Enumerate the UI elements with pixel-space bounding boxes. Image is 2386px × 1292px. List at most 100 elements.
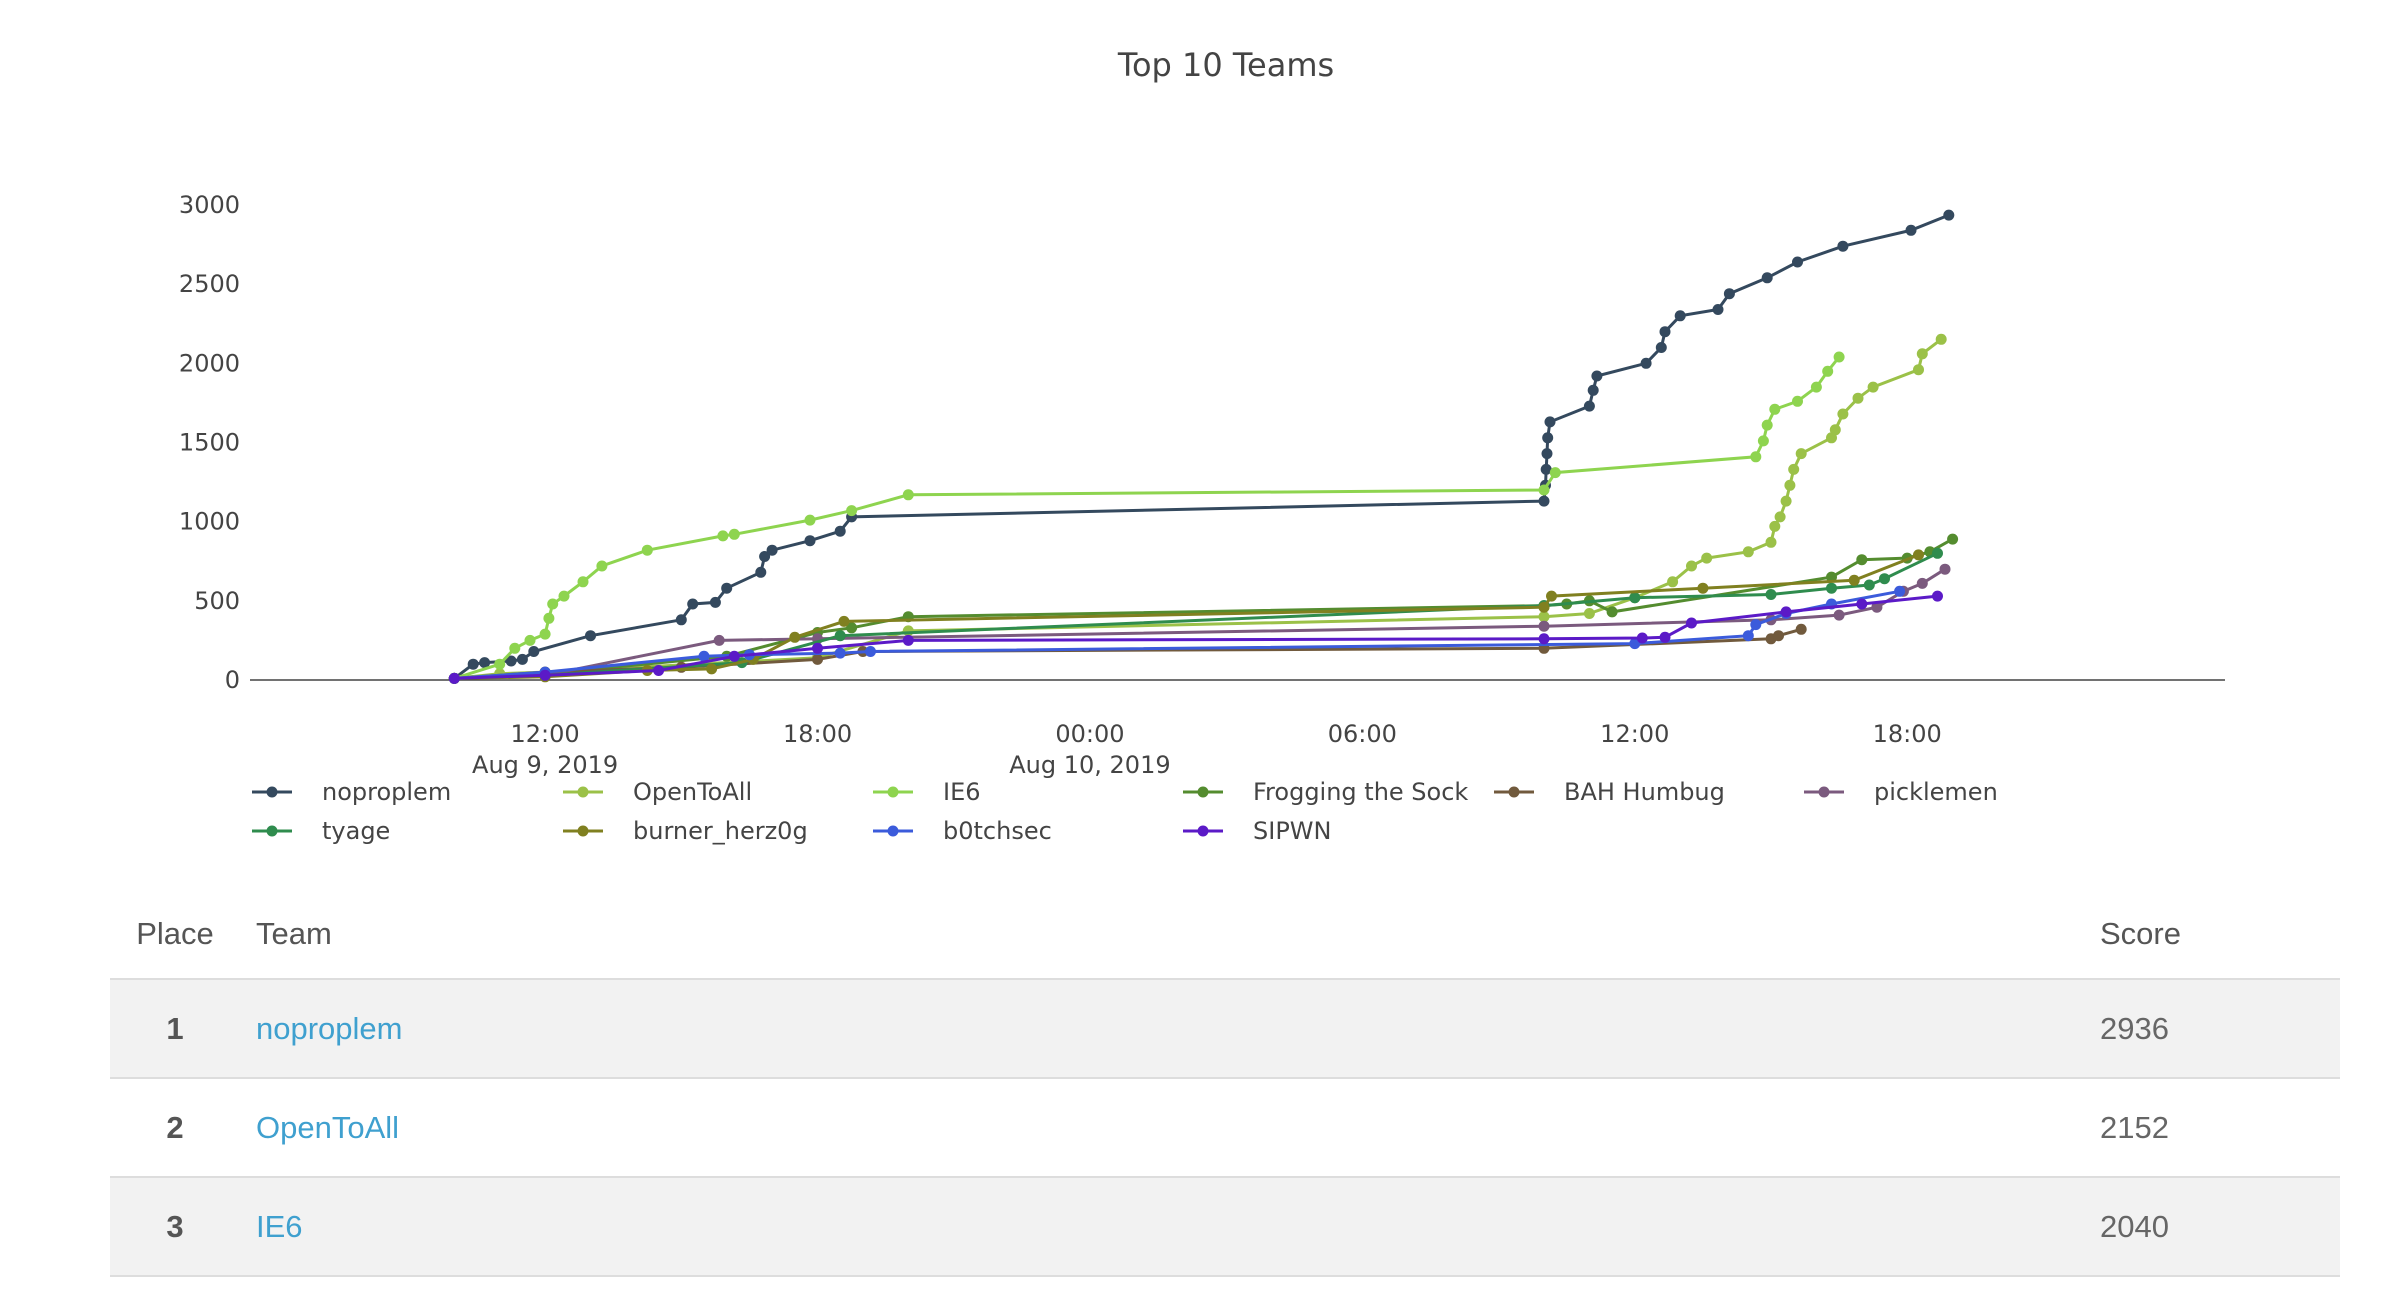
series-line bbox=[453, 213, 1950, 680]
legend-item[interactable]: burner_herz0g bbox=[563, 817, 808, 845]
legend-swatch-marker bbox=[266, 786, 278, 798]
legend-item[interactable]: noproplem bbox=[252, 778, 451, 806]
data-point bbox=[1629, 592, 1641, 604]
table-row: 2 OpenToAll 2152 bbox=[110, 1079, 2340, 1178]
series-line bbox=[453, 356, 1841, 680]
data-point bbox=[539, 628, 551, 640]
data-point bbox=[494, 658, 506, 670]
data-point bbox=[1879, 573, 1890, 585]
score-cell: 2152 bbox=[2100, 1109, 2169, 1145]
legend-item[interactable]: picklemen bbox=[1804, 778, 1998, 806]
data-point bbox=[1542, 432, 1554, 444]
legend-swatch-marker bbox=[1197, 786, 1209, 798]
data-point bbox=[1686, 617, 1697, 629]
legend-item[interactable]: Frogging the Sock bbox=[1183, 778, 1468, 806]
y-tick-label: 2500 bbox=[179, 270, 240, 298]
data-point bbox=[1837, 240, 1849, 252]
data-point bbox=[1792, 256, 1803, 268]
data-point bbox=[759, 551, 771, 562]
y-tick-label: 1000 bbox=[179, 508, 240, 536]
y-tick-label: 0 bbox=[225, 666, 240, 694]
data-point bbox=[516, 653, 528, 665]
chart-title: Top 10 Teams bbox=[1117, 46, 1334, 84]
data-point bbox=[1871, 601, 1883, 613]
team-link-opentoall[interactable]: OpenToAll bbox=[256, 1109, 400, 1145]
data-point bbox=[1640, 357, 1652, 369]
data-point bbox=[558, 590, 570, 602]
data-point bbox=[1538, 601, 1550, 613]
x-tick-label: 18:00 bbox=[783, 720, 852, 748]
legend-item[interactable]: IE6 bbox=[873, 778, 981, 806]
data-point bbox=[1659, 326, 1671, 338]
team-link-noproplem[interactable]: noproplem bbox=[256, 1010, 403, 1046]
series-ie6 bbox=[448, 351, 1845, 684]
team-link-ie6[interactable]: IE6 bbox=[256, 1208, 303, 1244]
scoreboard-table: Place Team Score 1 noproplem 2936 2 Open… bbox=[110, 890, 2340, 1277]
score-cell: 2040 bbox=[2100, 1208, 2169, 1244]
data-point bbox=[812, 642, 823, 654]
legend-item[interactable]: SIPWN bbox=[1183, 817, 1331, 845]
data-point bbox=[1916, 577, 1928, 589]
data-point bbox=[728, 528, 740, 540]
data-point bbox=[1913, 364, 1924, 376]
data-point bbox=[1541, 448, 1553, 460]
data-point bbox=[1792, 395, 1803, 407]
legend-label: picklemen bbox=[1874, 778, 1998, 806]
data-point bbox=[585, 630, 596, 642]
y-tick-label: 2000 bbox=[179, 349, 240, 377]
place-cell: 1 bbox=[166, 1010, 184, 1046]
data-point bbox=[1852, 392, 1864, 404]
data-point bbox=[1701, 552, 1713, 564]
data-point bbox=[1538, 495, 1550, 507]
data-point bbox=[1697, 582, 1709, 594]
data-point bbox=[766, 544, 778, 556]
data-point bbox=[1769, 403, 1781, 415]
data-point bbox=[543, 612, 555, 624]
legend-swatch-marker bbox=[266, 825, 278, 837]
legend-item[interactable]: BAH Humbug bbox=[1494, 778, 1725, 806]
data-point bbox=[846, 505, 858, 517]
data-point bbox=[1538, 611, 1550, 623]
data-point bbox=[902, 489, 914, 501]
place-cell: 3 bbox=[166, 1208, 184, 1244]
data-point bbox=[509, 642, 521, 654]
data-point bbox=[1833, 351, 1845, 363]
data-point bbox=[505, 655, 517, 667]
data-point bbox=[706, 663, 718, 675]
legend-swatch-marker bbox=[887, 786, 899, 798]
data-point bbox=[479, 657, 491, 669]
data-point bbox=[467, 658, 479, 670]
data-point bbox=[834, 525, 846, 537]
data-point bbox=[1833, 609, 1845, 621]
data-point bbox=[1932, 547, 1943, 559]
legend-item[interactable]: b0tchsec bbox=[873, 817, 1052, 845]
data-point bbox=[1587, 384, 1599, 396]
legend-label: noproplem bbox=[322, 778, 451, 806]
data-point bbox=[596, 560, 608, 572]
data-point bbox=[1742, 630, 1754, 642]
data-point bbox=[728, 650, 740, 662]
legend-label: Frogging the Sock bbox=[1253, 778, 1468, 806]
scoreboard-chart: Top 10 Teams 0 500 1000 1500 2000 2500 3000 12:… bbox=[179, 46, 2225, 845]
legend-item[interactable]: tyage bbox=[252, 817, 390, 845]
data-point bbox=[713, 634, 725, 646]
data-point bbox=[528, 646, 540, 657]
data-point bbox=[1932, 590, 1943, 602]
y-tick-label: 500 bbox=[194, 587, 240, 615]
data-point bbox=[1629, 638, 1641, 650]
legend-label: tyage bbox=[322, 817, 390, 845]
series-burner-herz0g bbox=[448, 549, 1924, 684]
data-point bbox=[687, 598, 699, 610]
x-tick-label: 12:00 bbox=[1600, 720, 1669, 748]
place-header: Place bbox=[136, 916, 214, 951]
data-point bbox=[834, 630, 846, 642]
data-point bbox=[1757, 435, 1769, 447]
table-row: 1 noproplem 2936 bbox=[110, 980, 2340, 1079]
legend-label: BAH Humbug bbox=[1564, 778, 1725, 806]
data-point bbox=[1549, 467, 1561, 479]
data-point bbox=[1712, 304, 1724, 315]
data-point bbox=[812, 653, 823, 665]
data-point bbox=[1538, 633, 1550, 645]
legend-item[interactable]: OpenToAll bbox=[563, 778, 752, 806]
team-header: Team bbox=[256, 916, 332, 951]
